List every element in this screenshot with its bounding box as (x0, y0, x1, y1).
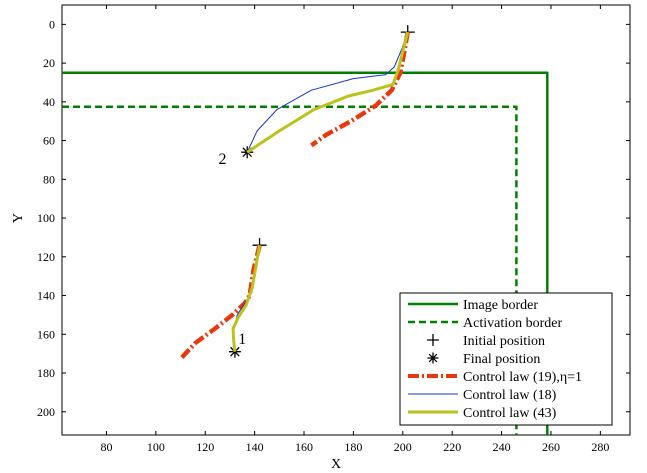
legend-label-image-border: Image border (463, 298, 538, 313)
y-tick-label: 60 (43, 134, 55, 148)
trajectory-label: 1 (238, 331, 246, 348)
x-tick-label: 220 (443, 440, 461, 454)
x-tick-label: 200 (394, 440, 412, 454)
y-tick-label: 40 (43, 95, 55, 109)
y-tick-label: 180 (37, 366, 55, 380)
y-tick-label: 0 (49, 17, 55, 31)
x-tick-label: 140 (246, 440, 264, 454)
x-tick-label: 80 (100, 440, 112, 454)
x-tick-label: 120 (196, 440, 214, 454)
legend-label-control-law-18: Control law (18) (463, 388, 557, 403)
legend: Image border Activation border Initial pos… (400, 293, 612, 425)
y-tick-label: 80 (43, 172, 55, 186)
y-tick-label: 100 (37, 211, 55, 225)
y-tick-label: 160 (37, 327, 55, 341)
legend-swatch-final-position (428, 353, 439, 364)
y-axis-label: Y (11, 213, 26, 223)
legend-label-control-law-43: Control law (43) (463, 406, 557, 421)
legend-label-activation-border: Activation border (463, 316, 562, 331)
x-tick-label: 180 (344, 440, 362, 454)
x-tick-label: 240 (493, 440, 511, 454)
x-tick-label: 260 (542, 440, 560, 454)
legend-label-control-law-19-1: Control law (19),η=1 (463, 370, 582, 385)
y-tick-label: 200 (37, 405, 55, 419)
y-tick-label: 140 (37, 289, 55, 303)
trajectory-label: 2 (219, 151, 227, 168)
legend-label-final-position: Final position (463, 352, 540, 367)
x-axis-label: X (331, 457, 341, 472)
x-tick-label: 100 (147, 440, 165, 454)
legend-label-initial-position: Initial position (463, 334, 545, 349)
x-tick-label: 160 (295, 440, 313, 454)
x-tick-label: 280 (591, 440, 609, 454)
y-tick-label: 20 (43, 56, 55, 70)
y-tick-label: 120 (37, 250, 55, 264)
